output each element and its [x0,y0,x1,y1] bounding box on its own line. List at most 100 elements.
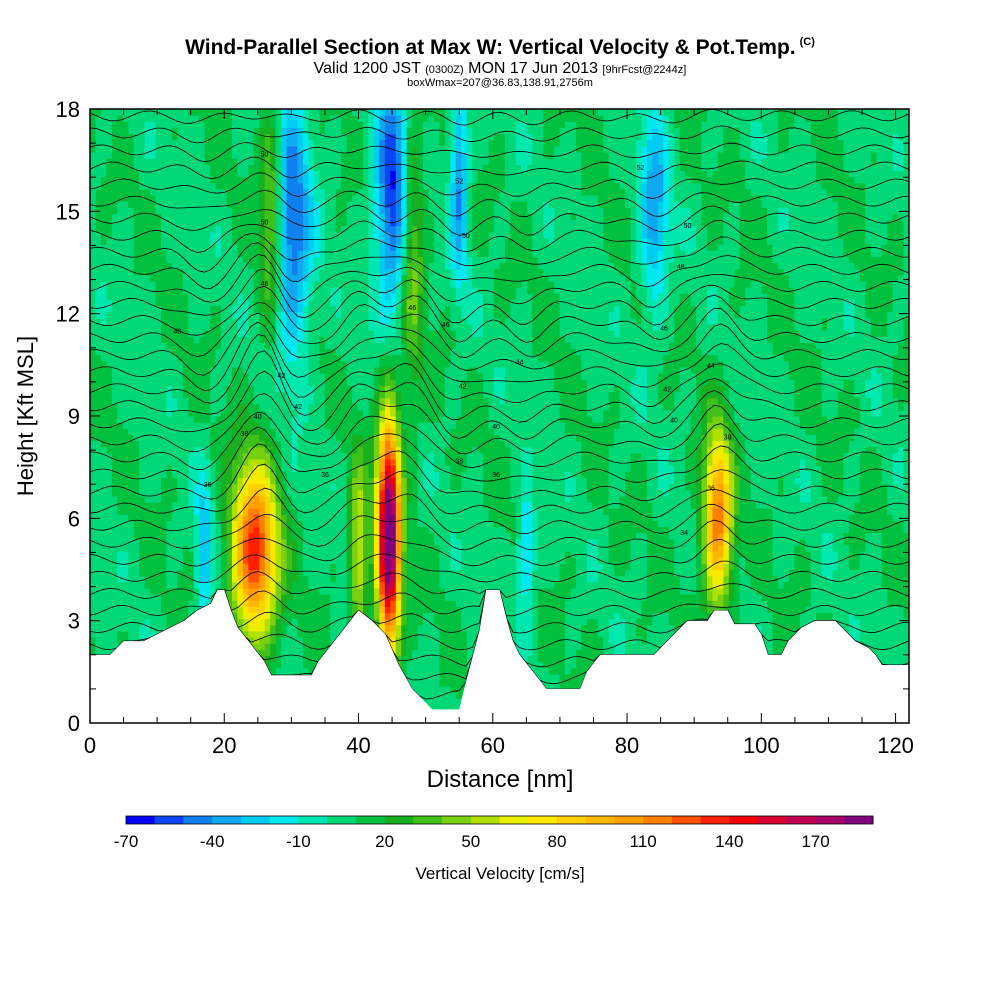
velocity-cell [106,483,113,491]
velocity-cell [270,544,277,552]
velocity-cell [199,458,206,466]
velocity-cell [324,624,331,632]
velocity-cell [270,256,277,264]
velocity-cell [182,477,189,485]
velocity-cell [352,182,359,190]
velocity-cell [319,563,326,571]
velocity-cell [204,452,211,460]
velocity-cell [122,366,129,374]
velocity-cell [330,600,337,607]
velocity-cell [335,544,342,552]
velocity-cell [297,624,304,632]
velocity-cell [122,465,129,472]
velocity-cell [166,293,173,300]
velocity-cell [182,299,189,307]
velocity-cell [281,311,288,319]
velocity-cell [275,182,282,190]
velocity-cell [128,428,135,436]
velocity-cell [281,428,288,436]
velocity-cell [111,109,118,116]
velocity-cell [324,274,331,282]
velocity-cell [253,213,260,221]
velocity-cell [188,293,195,300]
velocity-cell [204,170,211,178]
velocity-cell [270,520,277,528]
velocity-cell [199,403,206,411]
velocity-cell [281,557,288,564]
velocity-cell [150,201,157,208]
velocity-cell [281,354,288,362]
velocity-cell [122,194,129,202]
velocity-cell [264,219,271,227]
velocity-cell [128,458,135,466]
velocity-cell [95,287,102,294]
velocity-cell [248,237,255,245]
velocity-cell [144,624,151,632]
velocity-cell [231,366,239,374]
velocity-cell [117,397,124,405]
velocity-cell [308,637,315,644]
velocity-cell [144,231,151,239]
velocity-cell [253,164,260,171]
velocity-cell [286,280,293,288]
velocity-cell [177,520,184,528]
velocity-cell [204,201,211,208]
velocity-cell [144,139,151,147]
velocity-cell [297,127,304,135]
velocity-cell [330,618,337,626]
velocity-cell [330,489,337,497]
velocity-cell [275,422,282,429]
velocity-cell [324,452,331,460]
velocity-cell [319,213,326,221]
velocity-cell [128,440,135,448]
velocity-cell [237,606,244,614]
velocity-cell [166,397,173,405]
velocity-cell [264,520,271,528]
velocity-cell [182,391,189,399]
velocity-cell [106,434,113,442]
velocity-cell [330,526,337,534]
velocity-cell [95,194,102,202]
velocity-cell [324,225,331,233]
velocity-cell [226,201,233,208]
velocity-cell [324,127,331,135]
velocity-cell [155,348,162,356]
velocity-cell [139,581,146,589]
velocity-cell [111,520,118,528]
velocity-cell [270,489,277,497]
velocity-cell [106,293,113,300]
velocity-cell [259,551,266,558]
velocity-cell [133,612,140,620]
velocity-cell [237,373,244,380]
velocity-cell [270,581,277,589]
velocity-cell [242,514,249,521]
velocity-cell [221,385,228,393]
velocity-cell [111,569,118,577]
velocity-cell [253,483,260,491]
velocity-cell [308,483,315,491]
velocity-cell [319,551,326,558]
velocity-cell [357,409,364,417]
velocity-cell [324,391,331,399]
velocity-cell [313,446,320,454]
velocity-cell [346,600,353,607]
velocity-cell [302,274,309,282]
velocity-cell [335,557,342,564]
velocity-cell [259,151,266,159]
velocity-cell [352,176,359,184]
velocity-cell [302,336,309,343]
velocity-cell [264,391,271,399]
velocity-cell [100,606,107,614]
velocity-cell [182,201,189,208]
velocity-cell [171,348,178,356]
velocity-cell [144,446,151,454]
velocity-cell [237,170,244,178]
velocity-cell [111,360,118,368]
velocity-cell [122,317,129,325]
velocity-cell [253,305,260,313]
velocity-cell [106,637,113,644]
velocity-cell [221,360,228,368]
velocity-cell [182,287,189,294]
velocity-cell [117,538,124,546]
velocity-cell [237,563,244,571]
